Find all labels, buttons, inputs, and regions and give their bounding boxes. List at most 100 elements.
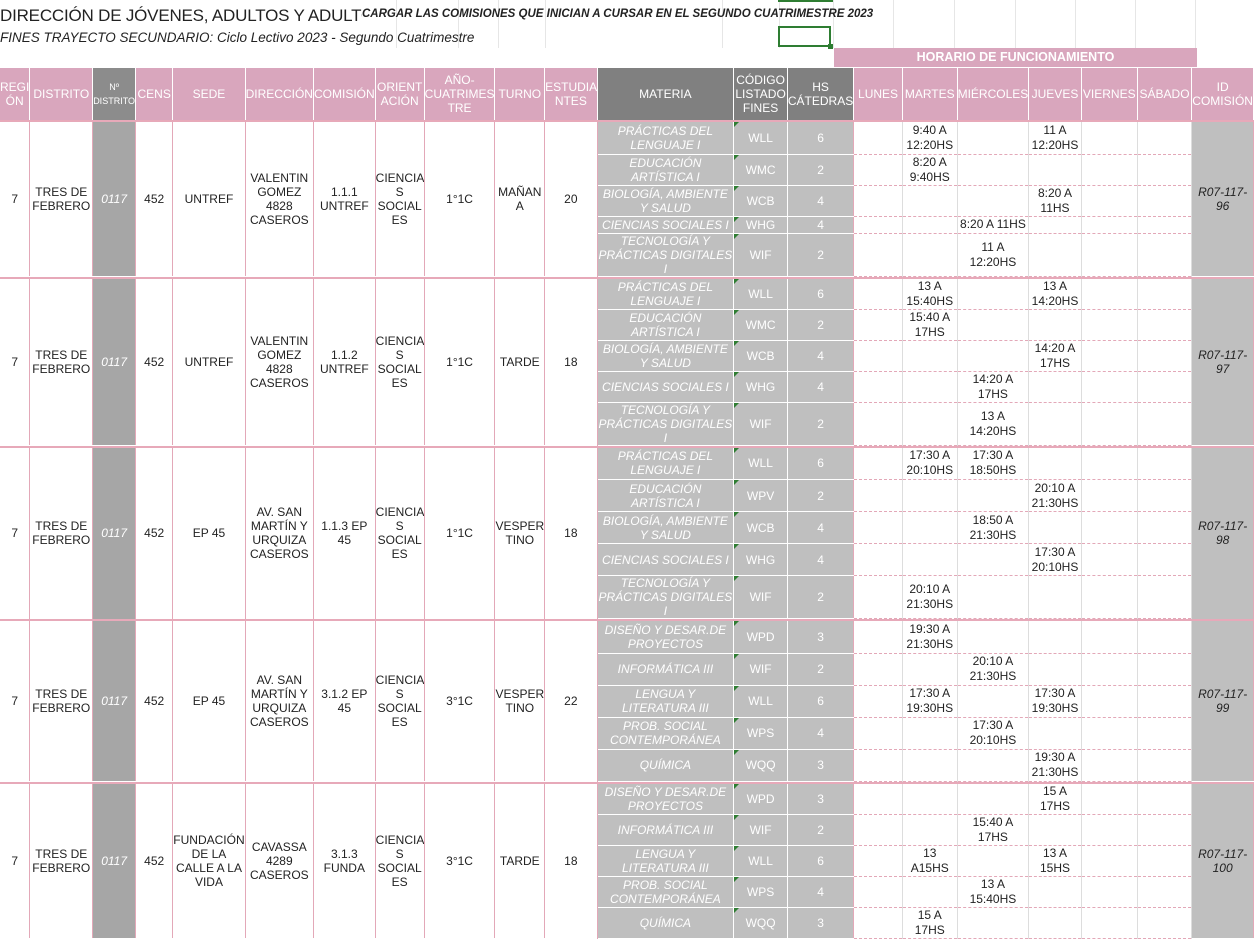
hs-cell[interactable]: 6 xyxy=(787,845,855,877)
miercoles-cell[interactable]: 17:30 A 18:50HS xyxy=(957,447,1030,480)
materia-cell[interactable]: BIOLOGÍA, AMBIENTE Y SALUD xyxy=(597,511,735,544)
hs-cell[interactable]: 4 xyxy=(787,371,855,403)
jueves-cell[interactable]: 8:20 A 11HS xyxy=(1028,185,1082,217)
comision-cell[interactable]: 3.1.3 FUNDA xyxy=(313,783,376,938)
martes-cell[interactable] xyxy=(902,511,958,544)
lunes-cell[interactable] xyxy=(853,511,903,544)
lunes-cell[interactable] xyxy=(853,479,903,512)
codigo-cell[interactable]: WLL xyxy=(733,845,788,877)
sabado-cell[interactable] xyxy=(1137,511,1193,544)
lunes-cell[interactable] xyxy=(853,783,903,815)
martes-cell[interactable]: 8:20 A 9:40HS xyxy=(902,154,958,186)
materia-cell[interactable]: TECNOLOGÍA Y PRÁCTICAS DIGITALES I xyxy=(597,575,735,619)
anio-cell[interactable]: 1°1C xyxy=(424,278,496,445)
sabado-cell[interactable] xyxy=(1137,340,1193,372)
region-cell[interactable]: 7 xyxy=(0,447,31,619)
miercoles-cell[interactable] xyxy=(957,309,1030,341)
sabado-cell[interactable] xyxy=(1137,685,1193,718)
lunes-cell[interactable] xyxy=(853,447,903,480)
codigo-cell[interactable]: WIF xyxy=(733,814,788,846)
viernes-cell[interactable] xyxy=(1081,621,1138,654)
miercoles-cell[interactable]: 13 A 15:40HS xyxy=(957,876,1030,908)
direccion-cell[interactable]: AV. SAN MARTÍN Y URQUIZA CASEROS xyxy=(245,447,314,619)
viernes-cell[interactable] xyxy=(1081,340,1138,372)
distrito-cell[interactable]: TRES DE FEBRERO xyxy=(29,122,94,276)
viernes-cell[interactable] xyxy=(1081,371,1138,403)
region-cell[interactable]: 7 xyxy=(0,278,31,445)
selected-cell[interactable] xyxy=(778,26,833,49)
miercoles-cell[interactable] xyxy=(957,185,1030,217)
miercoles-cell[interactable]: 8:20 A 11HS xyxy=(957,216,1030,234)
turno-cell[interactable]: TARDE xyxy=(494,783,546,938)
codigo-cell[interactable]: WLL xyxy=(733,447,788,480)
jueves-cell[interactable]: 11 A 12:20HS xyxy=(1028,122,1082,155)
martes-cell[interactable] xyxy=(902,216,958,234)
miercoles-cell[interactable]: 14:20 A 17HS xyxy=(957,371,1030,403)
sede-cell[interactable]: UNTREF xyxy=(172,278,246,445)
sabado-cell[interactable] xyxy=(1137,783,1193,815)
martes-cell[interactable]: 17:30 A 20:10HS xyxy=(902,447,958,480)
viernes-cell[interactable] xyxy=(1081,309,1138,341)
sabado-cell[interactable] xyxy=(1137,845,1193,877)
materia-cell[interactable]: EDUCACIÓN ARTÍSTICA I xyxy=(597,479,735,512)
miercoles-cell[interactable] xyxy=(957,907,1030,939)
estudiantes-cell[interactable]: 18 xyxy=(544,278,598,445)
materia-cell[interactable]: BIOLOGÍA, AMBIENTE Y SALUD xyxy=(597,185,735,217)
materia-cell[interactable]: QUÍMICA xyxy=(597,907,735,939)
miercoles-cell[interactable] xyxy=(957,543,1030,576)
lunes-cell[interactable] xyxy=(853,543,903,576)
sabado-cell[interactable] xyxy=(1137,907,1193,939)
martes-cell[interactable] xyxy=(902,653,958,686)
viernes-cell[interactable] xyxy=(1081,783,1138,815)
col-id[interactable]: ID COMISIÓN xyxy=(1191,68,1254,120)
codigo-cell[interactable]: WQQ xyxy=(733,907,788,939)
codigo-cell[interactable]: WLL xyxy=(733,122,788,155)
lunes-cell[interactable] xyxy=(853,340,903,372)
materia-cell[interactable]: INFORMÁTICA III xyxy=(597,653,735,686)
codigo-cell[interactable]: WIF xyxy=(733,402,788,446)
col-anio[interactable]: AÑO- CUATRIMES TRE xyxy=(424,68,496,120)
orientacion-cell[interactable]: CIENCIA S SOCIAL ES xyxy=(375,783,425,938)
distrito-cell[interactable]: TRES DE FEBRERO xyxy=(29,447,94,619)
viernes-cell[interactable] xyxy=(1081,278,1138,310)
codigo-cell[interactable]: WMC xyxy=(733,309,788,341)
miercoles-cell[interactable] xyxy=(957,479,1030,512)
viernes-cell[interactable] xyxy=(1081,216,1138,234)
hs-cell[interactable]: 3 xyxy=(787,783,855,815)
viernes-cell[interactable] xyxy=(1081,814,1138,846)
estudiantes-cell[interactable]: 18 xyxy=(544,783,598,938)
martes-cell[interactable] xyxy=(902,749,958,782)
lunes-cell[interactable] xyxy=(853,814,903,846)
n-distrito-cell[interactable]: 0117 xyxy=(92,783,137,938)
codigo-cell[interactable]: WIF xyxy=(733,653,788,686)
miercoles-cell[interactable]: 20:10 A 21:30HS xyxy=(957,653,1030,686)
id-comision-cell[interactable]: R07-117-98 xyxy=(1191,447,1254,619)
miercoles-cell[interactable] xyxy=(957,575,1030,619)
anio-cell[interactable]: 1°1C xyxy=(424,122,496,276)
direccion-cell[interactable]: VALENTIN GOMEZ 4828 CASEROS xyxy=(245,122,314,276)
jueves-cell[interactable] xyxy=(1028,309,1082,341)
lunes-cell[interactable] xyxy=(853,278,903,310)
lunes-cell[interactable] xyxy=(853,309,903,341)
comision-cell[interactable]: 1.1.3 EP 45 xyxy=(313,447,376,619)
lunes-cell[interactable] xyxy=(853,233,903,277)
martes-cell[interactable] xyxy=(902,340,958,372)
cens-cell[interactable]: 452 xyxy=(135,621,174,781)
col-martes[interactable]: MARTES xyxy=(902,68,958,120)
sabado-cell[interactable] xyxy=(1137,154,1193,186)
n-distrito-cell[interactable]: 0117 xyxy=(92,122,137,276)
materia-cell[interactable]: DISEÑO Y DESAR.DE PROYECTOS xyxy=(597,783,735,815)
jueves-cell[interactable] xyxy=(1028,876,1082,908)
hs-cell[interactable]: 2 xyxy=(787,309,855,341)
materia-cell[interactable]: PRÁCTICAS DEL LENGUAJE I xyxy=(597,447,735,480)
miercoles-cell[interactable] xyxy=(957,845,1030,877)
col-comision[interactable]: COMISIÓN xyxy=(313,68,376,120)
sabado-cell[interactable] xyxy=(1137,479,1193,512)
sabado-cell[interactable] xyxy=(1137,543,1193,576)
col-codigo[interactable]: CÓDIGO LISTADO FINES xyxy=(733,68,788,120)
direccion-cell[interactable]: VALENTIN GOMEZ 4828 CASEROS xyxy=(245,278,314,445)
sabado-cell[interactable] xyxy=(1137,814,1193,846)
viernes-cell[interactable] xyxy=(1081,749,1138,782)
materia-cell[interactable]: PRÁCTICAS DEL LENGUAJE I xyxy=(597,122,735,155)
martes-cell[interactable] xyxy=(902,185,958,217)
